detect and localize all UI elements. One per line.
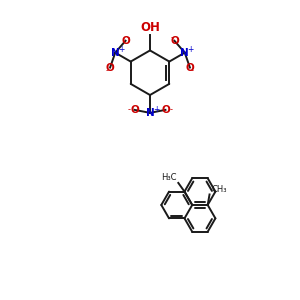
Text: H₃C: H₃C	[161, 173, 177, 182]
Text: O: O	[185, 62, 194, 73]
Text: -: -	[106, 66, 109, 75]
Text: CH₃: CH₃	[211, 185, 226, 194]
Text: +: +	[118, 45, 124, 54]
Text: N: N	[146, 108, 154, 118]
Text: O: O	[170, 36, 179, 46]
Text: O: O	[121, 36, 130, 46]
Text: N: N	[180, 48, 189, 58]
Text: OH: OH	[140, 21, 160, 34]
Text: O: O	[161, 105, 170, 115]
Text: O: O	[106, 62, 115, 73]
Text: -: -	[128, 105, 131, 114]
Text: -: -	[191, 66, 194, 75]
Text: O: O	[130, 105, 139, 115]
Text: -: -	[127, 33, 130, 42]
Text: +: +	[188, 45, 194, 54]
Text: N: N	[111, 48, 120, 58]
Text: -: -	[170, 33, 173, 42]
Text: -: -	[169, 105, 172, 114]
Text: +: +	[153, 105, 159, 114]
